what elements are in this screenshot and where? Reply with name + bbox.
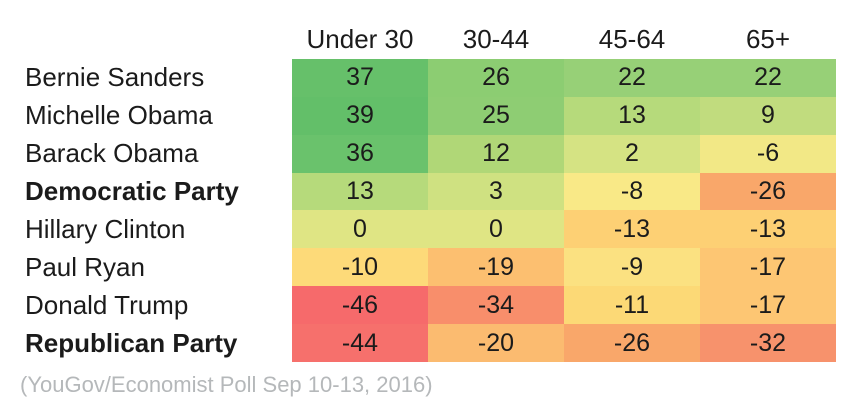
- heatmap-cell: -26: [700, 172, 836, 211]
- row-label-hillary-clinton: Hillary Clinton: [0, 210, 292, 249]
- row-label-donald-trump: Donald Trump: [0, 286, 292, 325]
- heatmap-cell: 9: [700, 96, 836, 135]
- corner-spacer: [0, 21, 292, 59]
- heatmap-cell: 36: [292, 134, 428, 173]
- heatmap-cell: -44: [292, 324, 428, 363]
- row-label-democratic-party: Democratic Party: [0, 172, 292, 211]
- row-label-michelle-obama: Michelle Obama: [0, 96, 292, 135]
- heatmap-cell: -10: [292, 248, 428, 287]
- heatmap-cell: 25: [428, 96, 564, 135]
- heatmap-cell: -6: [700, 134, 836, 173]
- row-label-paul-ryan: Paul Ryan: [0, 248, 292, 287]
- source-caption: (YouGov/Economist Poll Sep 10-13, 2016): [20, 372, 433, 397]
- heatmap-table: Under 30 30-44 45-64 65+ Bernie Sanders …: [0, 21, 836, 363]
- col-header-30-44: 30-44: [428, 21, 564, 59]
- row-label-republican-party: Republican Party: [0, 324, 292, 363]
- heatmap-cell: 22: [700, 58, 836, 97]
- heatmap-cell: 2: [564, 134, 700, 173]
- heatmap-cell: -8: [564, 172, 700, 211]
- heatmap-cell: 13: [564, 96, 700, 135]
- heatmap-cell: -13: [564, 210, 700, 249]
- row-label-barack-obama: Barack Obama: [0, 134, 292, 173]
- heatmap-cell: 0: [292, 210, 428, 249]
- heatmap-cell: 26: [428, 58, 564, 97]
- heatmap-cell: -26: [564, 324, 700, 363]
- heatmap-cell: 13: [292, 172, 428, 211]
- heatmap-cell: 12: [428, 134, 564, 173]
- heatmap-cell: -17: [700, 248, 836, 287]
- heatmap-cell: -19: [428, 248, 564, 287]
- heatmap-cell: 37: [292, 58, 428, 97]
- heatmap-cell: 0: [428, 210, 564, 249]
- heatmap-cell: -17: [700, 286, 836, 325]
- row-label-bernie-sanders: Bernie Sanders: [0, 58, 292, 97]
- heatmap-cell: -32: [700, 324, 836, 363]
- heatmap-cell: -46: [292, 286, 428, 325]
- col-header-under-30: Under 30: [292, 21, 428, 59]
- heatmap-cell: -34: [428, 286, 564, 325]
- heatmap-cell: 39: [292, 96, 428, 135]
- heatmap-cell: 3: [428, 172, 564, 211]
- col-header-45-64: 45-64: [564, 21, 700, 59]
- heatmap-cell: -20: [428, 324, 564, 363]
- col-header-65-plus: 65+: [700, 21, 836, 59]
- heatmap-cell: 22: [564, 58, 700, 97]
- heatmap-cell: -11: [564, 286, 700, 325]
- heatmap-cell: -13: [700, 210, 836, 249]
- heatmap-cell: -9: [564, 248, 700, 287]
